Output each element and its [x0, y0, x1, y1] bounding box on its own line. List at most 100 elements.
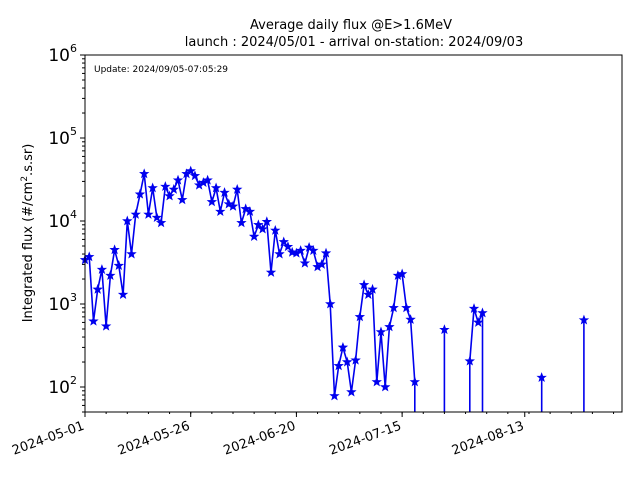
data-point: [223, 198, 234, 209]
data-point: [439, 324, 450, 335]
plot-content: [79, 165, 590, 412]
data-point: [358, 279, 370, 290]
data-point: [215, 206, 226, 216]
data-point: [473, 316, 484, 327]
data-point: [172, 174, 184, 185]
data-point: [96, 264, 108, 274]
data-point: [282, 241, 294, 252]
data-point: [143, 208, 154, 219]
data-point: [206, 196, 218, 207]
data-point: [109, 244, 120, 255]
data-point: [325, 298, 336, 309]
data-point: [202, 174, 213, 185]
data-point: [536, 372, 547, 382]
data-point: [354, 311, 366, 322]
y-tick-base: 10: [48, 378, 70, 398]
y-tick-label: 103: [48, 291, 77, 315]
data-point: [122, 215, 133, 226]
data-point: [126, 248, 137, 259]
data-point: [139, 168, 150, 179]
data-point: [320, 247, 332, 258]
data-point: [253, 219, 264, 230]
y-tick-base: 10: [48, 46, 70, 66]
data-point: [113, 260, 125, 271]
data-point: [160, 181, 171, 191]
data-point: [265, 266, 277, 277]
data-point: [333, 360, 344, 371]
update-annotation: Update: 2024/09/05-07:05:29: [94, 65, 228, 75]
data-point: [409, 376, 421, 387]
data-point: [350, 354, 361, 365]
data-point: [270, 224, 281, 235]
data-point: [341, 356, 353, 367]
data-point: [316, 258, 327, 269]
x-tick-label: 2024-05-26: [116, 419, 192, 459]
y-tick-base: 10: [48, 129, 70, 149]
x-tick-label: 2024-05-01: [10, 419, 86, 459]
x-tick-label: 2024-08-13: [450, 419, 526, 459]
y-tick-exponent: 3: [70, 291, 77, 304]
data-point: [134, 188, 146, 199]
data-point: [464, 355, 475, 366]
y-axis-label-superscript: 2: [20, 176, 30, 182]
data-point: [88, 315, 99, 326]
data-point: [210, 182, 222, 193]
data-point: [371, 376, 382, 387]
y-tick-exponent: 5: [70, 125, 77, 138]
x-tick-label: 2024-06-20: [222, 419, 298, 459]
data-point: [248, 231, 260, 241]
y-tick-label: 106: [48, 42, 77, 66]
data-point: [405, 314, 416, 324]
data-point: [168, 183, 179, 194]
y-tick-exponent: 6: [70, 42, 77, 55]
y-tick-label: 105: [48, 125, 77, 149]
data-point: [367, 283, 378, 294]
data-point: [164, 190, 175, 201]
chart-title: Average daily flux @E>1.6MeV: [250, 18, 452, 33]
data-point: [261, 216, 273, 227]
y-tick-base: 10: [48, 295, 70, 315]
data-point: [227, 200, 239, 211]
y-axis-label-prefix: Integrated flux (#/cm: [21, 182, 36, 323]
data-point: [105, 270, 116, 281]
data-point: [130, 208, 141, 219]
data-point: [477, 307, 488, 318]
data-point: [337, 341, 349, 352]
data-point: [92, 283, 103, 294]
data-point: [177, 194, 188, 205]
y-tick-label: 104: [48, 208, 77, 232]
y-tick-exponent: 2: [70, 374, 77, 387]
data-point: [578, 314, 590, 325]
data-point: [363, 289, 374, 299]
plot-frame: [84, 54, 623, 413]
data-point: [147, 182, 158, 193]
y-axis-label-suffix: .s.sr): [21, 144, 36, 176]
y-tick-exponent: 4: [70, 208, 77, 221]
data-point: [240, 203, 251, 214]
flux-series-line: [84, 170, 585, 412]
data-point: [155, 217, 167, 228]
data-point: [117, 289, 129, 299]
y-axis-label: Integrated flux (#/cm2.s.sr): [20, 144, 36, 323]
data-point: [375, 326, 387, 337]
y-tick-base: 10: [48, 212, 70, 232]
data-point: [346, 386, 357, 397]
data-point: [299, 257, 311, 268]
data-point: [380, 381, 391, 392]
data-point: [189, 170, 201, 181]
data-point: [278, 236, 289, 247]
data-point: [396, 268, 408, 279]
data-point: [257, 223, 268, 234]
y-tick-label: 102: [48, 374, 77, 398]
data-point: [244, 206, 256, 216]
data-point: [219, 187, 230, 198]
data-point: [100, 320, 112, 331]
data-point: [232, 183, 243, 194]
data-point: [308, 245, 319, 256]
data-point: [236, 217, 247, 228]
data-point: [84, 251, 95, 262]
data-point: [151, 212, 163, 222]
data-point: [185, 165, 196, 176]
data-point: [388, 302, 399, 313]
